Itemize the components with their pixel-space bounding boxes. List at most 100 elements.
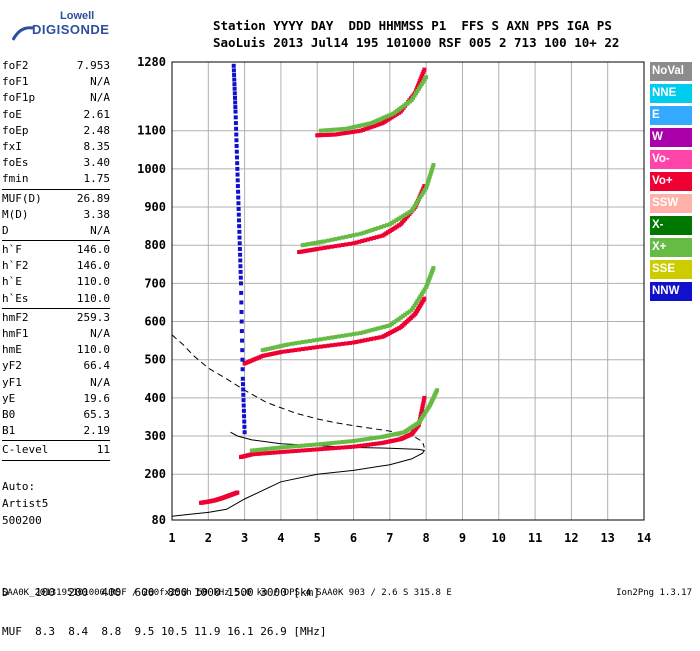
echo-point <box>367 121 372 126</box>
param-value: 66.4 <box>83 359 111 373</box>
echo-point <box>238 258 243 263</box>
echo-point <box>351 129 356 134</box>
echo-point <box>374 435 379 440</box>
echo-point <box>252 448 257 453</box>
echo-point <box>318 344 323 349</box>
echo-point <box>422 296 427 301</box>
echo-point <box>336 127 341 132</box>
param-separator <box>2 240 110 242</box>
echo-point <box>347 241 352 246</box>
param-name: foF1 <box>2 75 29 89</box>
param-name: hmE <box>2 343 22 357</box>
echo-point <box>407 309 412 314</box>
echo-point <box>281 343 286 348</box>
echo-point <box>233 115 238 120</box>
y-tick-label: 200 <box>144 467 166 481</box>
echo-point <box>270 345 275 350</box>
echo-point <box>416 197 421 202</box>
echo-point <box>276 450 281 455</box>
echo-point <box>346 130 351 135</box>
param-value: 19.6 <box>83 391 111 405</box>
echo-point <box>360 437 365 442</box>
param-row: foF1p N/A <box>2 90 110 106</box>
param-row: fxI 8.35 <box>2 139 110 155</box>
echo-point <box>405 311 410 316</box>
echo-point <box>315 337 320 342</box>
echo-point <box>333 237 338 242</box>
param-row: foEp 2.48 <box>2 123 110 139</box>
auto-version: 500200 <box>2 514 42 527</box>
echo-point <box>377 441 382 446</box>
echo-point <box>233 105 238 110</box>
param-name: h`F <box>2 243 22 257</box>
echo-point <box>370 327 375 332</box>
x-tick-label: 11 <box>528 531 542 545</box>
echo-point <box>236 206 241 211</box>
echo-point <box>371 124 376 129</box>
param-separator <box>2 188 110 190</box>
param-row: foEs 3.40 <box>2 155 110 171</box>
echo-point <box>422 77 427 82</box>
param-value: 110.0 <box>76 343 110 357</box>
echo-point <box>371 442 376 447</box>
echo-point <box>329 441 334 446</box>
echo-point <box>368 442 373 447</box>
echo-point <box>344 445 349 450</box>
echo-point <box>363 338 368 343</box>
echo-point <box>359 123 364 128</box>
param-value: 2.61 <box>83 107 111 121</box>
echo-point <box>267 446 272 451</box>
muf-table: D 100 200 400 600 800 1000 1500 3000 [km… <box>2 560 327 651</box>
echo-point <box>289 341 294 346</box>
param-value: N/A <box>90 91 110 105</box>
x-tick-label: 4 <box>277 531 284 545</box>
echo-point <box>282 445 287 450</box>
echo-point <box>418 195 423 200</box>
echo-point <box>378 121 383 126</box>
echo-point <box>240 338 245 343</box>
echo-point <box>241 408 246 413</box>
echo-point <box>333 440 338 445</box>
echo-point <box>370 227 375 232</box>
param-value: 2.19 <box>83 424 111 438</box>
echo-point <box>412 204 417 209</box>
echo-point <box>242 424 247 429</box>
echo-point <box>376 226 381 231</box>
param-value: 26.89 <box>76 191 110 205</box>
echo-point <box>307 346 312 351</box>
param-value: N/A <box>90 327 110 340</box>
echo-point <box>337 243 342 248</box>
echo-point <box>341 126 346 131</box>
echo-point <box>347 439 352 444</box>
echo-point <box>235 166 240 171</box>
x-tick-label: 12 <box>564 531 578 545</box>
echo-point <box>267 450 272 455</box>
echo-point <box>238 269 243 274</box>
echo-point <box>379 225 384 230</box>
echo-point <box>273 345 278 350</box>
echo-point <box>323 128 328 133</box>
echo-point <box>390 220 395 225</box>
echo-point <box>419 192 424 197</box>
trace-series <box>318 75 429 133</box>
echo-point <box>315 345 320 350</box>
echo-point <box>424 183 429 188</box>
footer-info: SAA0K_2013195101000.RSF / 260fx256h 50 k… <box>2 588 452 598</box>
echo-traces <box>199 63 440 505</box>
param-row: fmin 1.75 <box>2 171 110 187</box>
echo-point <box>318 128 323 133</box>
echo-point <box>360 239 365 244</box>
echo-point <box>309 241 314 246</box>
echo-point <box>378 117 383 122</box>
echo-point <box>409 308 414 313</box>
param-row: h`F 146.0 <box>2 242 110 258</box>
echo-point <box>239 290 244 295</box>
echo-point <box>286 449 291 454</box>
echo-point <box>348 130 353 135</box>
echo-point <box>276 344 281 349</box>
echo-point <box>421 190 426 195</box>
echo-point <box>239 309 244 314</box>
param-name: yE <box>2 391 16 405</box>
echo-point <box>318 442 323 447</box>
legend-item-w: W <box>650 128 692 147</box>
